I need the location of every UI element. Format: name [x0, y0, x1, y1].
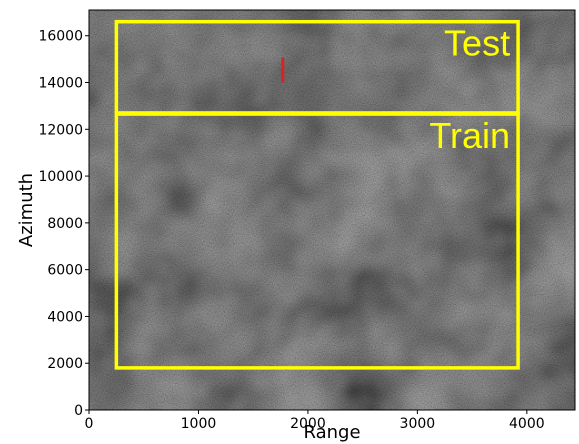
x-tick-label: 2000: [290, 416, 326, 432]
chart: Range Azimuth 01000200030004000020004000…: [0, 0, 579, 444]
y-tick-label: 0: [74, 403, 83, 419]
x-tick-label: 4000: [509, 416, 545, 432]
region-label: Test: [444, 23, 510, 64]
y-tick-label: 6000: [47, 263, 83, 279]
x-tick-label: 1000: [181, 416, 217, 432]
y-tick-label: 12000: [38, 122, 83, 138]
y-axis-label: Azimuth: [16, 173, 37, 247]
y-tick-label: 10000: [38, 169, 83, 185]
plot-area: [89, 10, 575, 410]
y-tick-label: 8000: [47, 216, 83, 232]
y-tick-label: 14000: [38, 76, 83, 92]
x-tick-label: 3000: [400, 416, 436, 432]
y-tick-label: 16000: [38, 29, 83, 45]
region-label: Train: [429, 115, 510, 156]
sar-texture: [89, 10, 575, 410]
y-tick-label: 2000: [47, 356, 83, 372]
y-tick-label: 4000: [47, 309, 83, 325]
x-tick-label: 0: [85, 416, 94, 432]
